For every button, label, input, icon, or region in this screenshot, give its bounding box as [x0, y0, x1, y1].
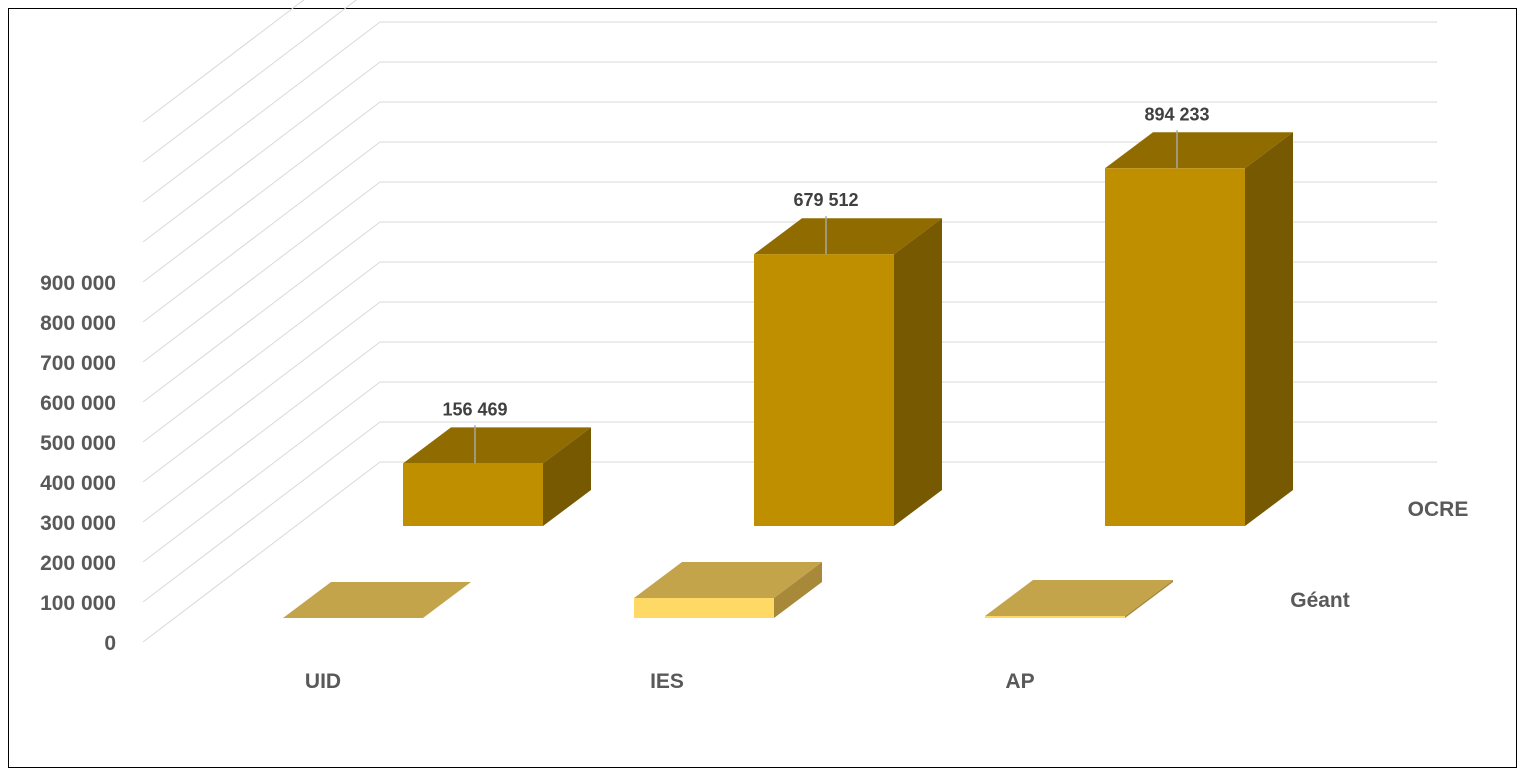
y-tick-label: 700 000 — [40, 352, 116, 375]
bar-side — [774, 562, 822, 618]
data-label: 156 469 — [442, 399, 507, 419]
bar-front — [1105, 168, 1245, 526]
bar-gant-ap — [985, 580, 1173, 618]
y-tick-label: 100 000 — [40, 592, 116, 615]
category-label: UID — [305, 670, 341, 693]
data-label: 894 233 — [1144, 104, 1209, 124]
side-gridline — [142, 141, 381, 323]
y-tick-label: 200 000 — [40, 552, 116, 575]
side-gridline — [142, 21, 381, 203]
series-label: Géant — [1290, 589, 1350, 612]
y-tick-label: 600 000 — [40, 392, 116, 415]
series-label: OCRE — [1408, 498, 1469, 521]
y-tick-label: 900 000 — [40, 272, 116, 295]
category-label: AP — [1005, 670, 1034, 693]
bar-side — [1245, 132, 1293, 526]
side-gridline — [142, 0, 358, 163]
depth-axis-series-labels: OCRE Géant — [1290, 498, 1468, 612]
y-tick-label: 800 000 — [40, 312, 116, 335]
y-tick-label: 500 000 — [40, 432, 116, 455]
side-gridline — [142, 381, 381, 563]
bar-ocre-ies: 679 512 — [754, 190, 942, 527]
bar-front — [754, 254, 894, 527]
bar-top — [754, 218, 942, 255]
bar-side — [894, 218, 942, 527]
side-gridline — [142, 301, 381, 483]
bar-side — [1125, 580, 1173, 618]
side-gridline — [142, 421, 381, 603]
y-tick-label: 400 000 — [40, 472, 116, 495]
side-gridline — [142, 101, 381, 283]
bar-top — [985, 580, 1173, 616]
y-tick-label: 0 — [104, 632, 116, 655]
data-label: 679 512 — [793, 190, 858, 210]
bar-ocre-uid: 156 469 — [403, 399, 591, 526]
bar-front — [985, 616, 1125, 618]
bar-top — [403, 427, 591, 464]
side-gridline — [142, 0, 305, 123]
side-gridline — [142, 181, 381, 363]
category-label: IES — [650, 670, 684, 693]
bar-front — [634, 598, 774, 618]
bar-top — [283, 582, 471, 618]
side-gridline — [142, 221, 381, 403]
y-axis-ticks: 0 100 000 200 000 300 000 400 000 500 000 600 … — [40, 272, 116, 655]
side-gridline — [142, 61, 381, 243]
bar-gant-uid — [283, 582, 471, 618]
bar-front — [403, 463, 543, 526]
bar-side — [543, 427, 591, 526]
side-gridline — [142, 261, 381, 443]
bar-top — [1105, 132, 1293, 169]
y-tick-label: 300 000 — [40, 512, 116, 535]
bars: 156 469 679 512 894 233 — [283, 104, 1293, 618]
x-axis-categories: UID IES AP — [305, 670, 1035, 693]
bar-gant-ies — [634, 562, 822, 618]
bar-ocre-ap: 894 233 — [1105, 104, 1293, 526]
side-gridline — [142, 341, 381, 523]
side-gridline — [142, 461, 381, 643]
bar-top — [634, 562, 822, 598]
